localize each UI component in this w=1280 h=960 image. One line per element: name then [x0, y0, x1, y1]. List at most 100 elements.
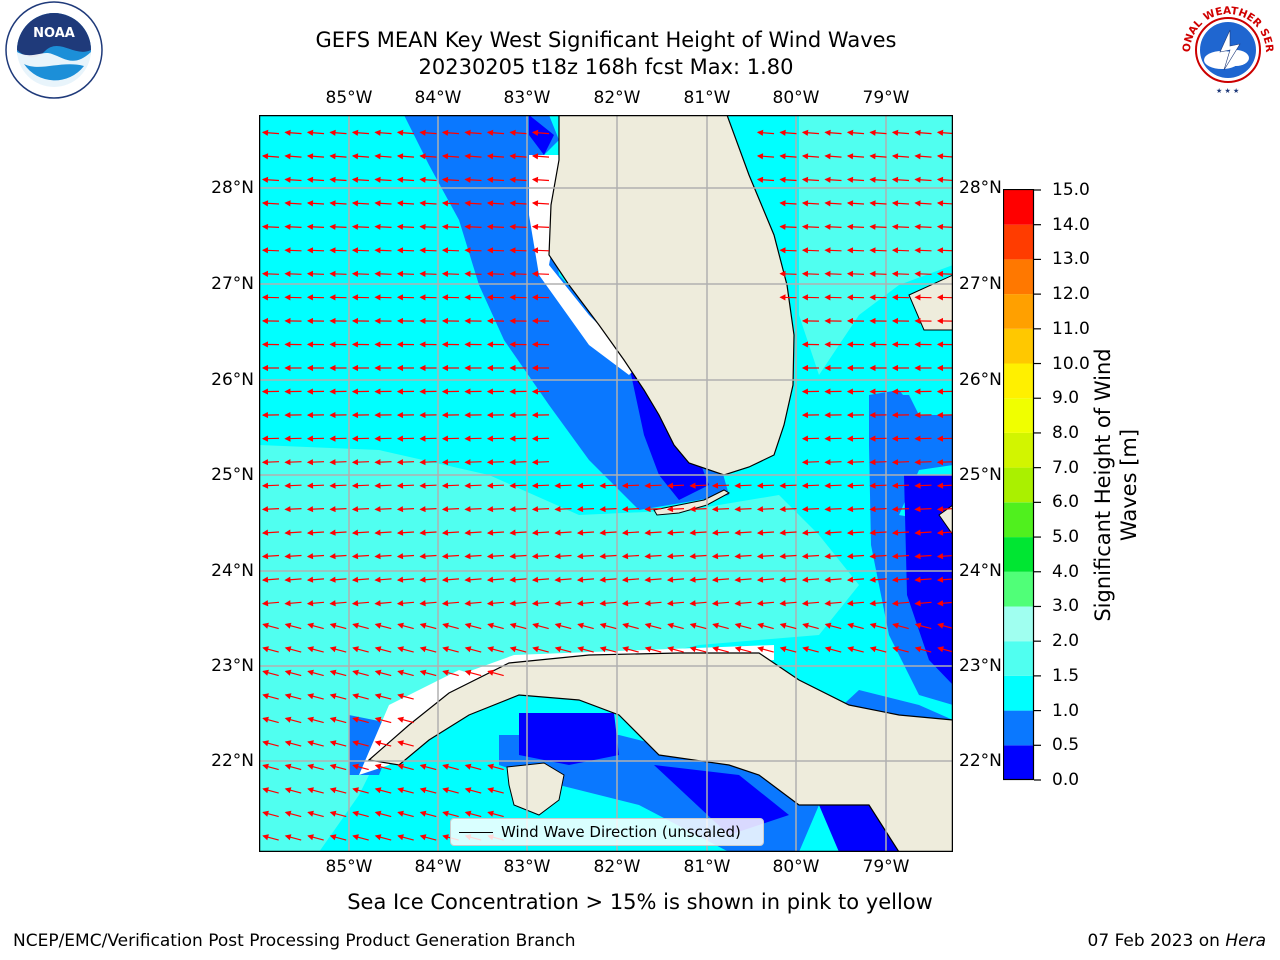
wind-arrow-head [711, 553, 719, 560]
wind-arrow-head [487, 787, 494, 794]
colorbar-band [1004, 606, 1034, 642]
wind-arrow-head [396, 200, 404, 207]
wind-arrow-head [486, 176, 494, 183]
footer-date: 07 Feb 2023 on Hera [1087, 931, 1266, 951]
colorbar-tick-label: 10.0 [1052, 353, 1090, 374]
wind-arrow-head [914, 294, 921, 301]
wind-arrow-head [554, 529, 561, 536]
wind-arrow-head [464, 553, 471, 560]
wind-arrow-head [509, 223, 516, 230]
wind-arrow-head [936, 553, 944, 560]
wind-arrow-head [397, 716, 404, 723]
wind-arrow-head [374, 223, 381, 230]
wind-arrow-head [869, 553, 876, 560]
wind-arrow-head [442, 834, 449, 841]
wind-arrow-head [779, 646, 787, 653]
wind-arrow-head [396, 153, 404, 160]
wind-arrow-head [689, 576, 696, 583]
wind-arrow-head [396, 270, 404, 278]
wind-arrow-head [554, 482, 561, 489]
wind-arrow-head [262, 810, 269, 817]
lon-label-bottom: 80°W [772, 857, 820, 877]
wind-arrow-head [914, 553, 921, 560]
wind-arrow-head [306, 576, 314, 583]
wind-arrow-head [846, 223, 854, 230]
wind-arrow-head [262, 669, 269, 676]
wind-arrow-head [486, 270, 494, 278]
wind-arrow-head [802, 646, 809, 653]
wind-arrow-head [891, 364, 898, 372]
wind-arrow-head [442, 646, 449, 653]
wind-arrow-head [936, 388, 944, 395]
wind-arrow-head [419, 810, 427, 817]
wind-arrow-head [284, 341, 291, 348]
wind-arrow-head [891, 270, 899, 278]
wind-arrow-head [824, 223, 831, 230]
wind-arrow-head [554, 553, 561, 560]
wind-arrow-head [419, 247, 426, 254]
colorbar-band [1004, 294, 1034, 329]
wind-arrow-head [779, 200, 786, 207]
wind-arrow-head [891, 247, 899, 254]
wind-arrow-head [396, 388, 404, 395]
wind-arrow-head [846, 364, 853, 372]
wind-arrow-head [779, 506, 786, 513]
wind-arrow-head [509, 388, 516, 395]
wind-arrow-head [419, 388, 426, 395]
wind-arrow-head [352, 669, 359, 676]
wind-arrow-head [306, 388, 314, 395]
wind-arrow-head [599, 482, 606, 489]
colorbar-tick-label: 0.5 [1052, 735, 1080, 756]
wind-arrow-head [891, 553, 899, 560]
wind-arrow-head [621, 506, 629, 513]
wind-arrow-head [306, 482, 314, 489]
wind-arrow-head [599, 506, 606, 513]
wind-arrow-head [261, 435, 269, 442]
wind-arrow-head [801, 270, 809, 278]
wind-arrow-head [464, 763, 472, 770]
wind-arrow-head [891, 153, 899, 160]
wind-arrow-head [936, 341, 944, 348]
wind-arrow-head [846, 153, 854, 160]
wind-arrow-head [261, 388, 269, 395]
wind-arrow-head [554, 646, 562, 653]
wind-arrow-head [599, 622, 607, 629]
wind-arrow-head [531, 600, 539, 607]
wind-arrow-head [509, 459, 516, 466]
wind-arrow-head [644, 646, 652, 653]
wind-arrow-head [419, 223, 426, 230]
wind-arrow-head [374, 576, 381, 583]
wind-arrow-head [689, 622, 697, 629]
wind-arrow-head [756, 506, 764, 513]
wind-wave-arrows [261, 129, 953, 841]
wind-arrow-head [306, 270, 314, 278]
wind-arrow-head [891, 506, 899, 513]
wind-arrow-head [779, 176, 786, 183]
wind-arrow-head [801, 482, 809, 489]
wind-arrow-head [396, 600, 404, 607]
wind-arrow-head [351, 200, 359, 207]
wind-arrow-head [284, 200, 291, 207]
wind-arrow-head [374, 834, 382, 841]
wind-arrow-head [284, 763, 292, 770]
wind-arrow-head [621, 529, 629, 536]
wind-arrow-head [779, 482, 786, 489]
lat-label-left: 22°N [211, 751, 254, 771]
colorbar-band [1004, 710, 1034, 746]
wind-arrow-head [869, 364, 876, 372]
wind-arrow-head [486, 459, 494, 466]
wind-arrow-head [441, 317, 449, 325]
wind-arrow-head [891, 200, 899, 207]
wind-arrow-head [891, 459, 899, 466]
wind-arrow-head [846, 411, 854, 419]
wind-arrow-head [801, 506, 809, 513]
wind-arrow-head [464, 294, 471, 301]
wind-arrow-head [531, 435, 539, 442]
wind-arrow-head [374, 459, 381, 466]
wind-arrow-head [441, 153, 449, 160]
wind-arrow-head [442, 810, 449, 817]
wind-arrow-head [486, 576, 494, 583]
wind-arrow-head [306, 223, 314, 230]
colorbar-tick-label: 6.0 [1052, 492, 1080, 513]
wind-arrow-head [374, 600, 381, 607]
